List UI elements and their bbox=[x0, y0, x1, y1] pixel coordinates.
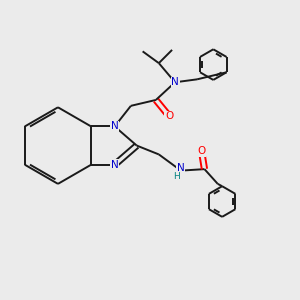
Text: H: H bbox=[173, 172, 180, 181]
Text: N: N bbox=[171, 77, 179, 87]
Text: N: N bbox=[111, 122, 119, 131]
Text: N: N bbox=[111, 160, 119, 170]
Text: O: O bbox=[197, 146, 206, 156]
Text: N: N bbox=[177, 163, 185, 173]
Text: O: O bbox=[165, 111, 173, 121]
